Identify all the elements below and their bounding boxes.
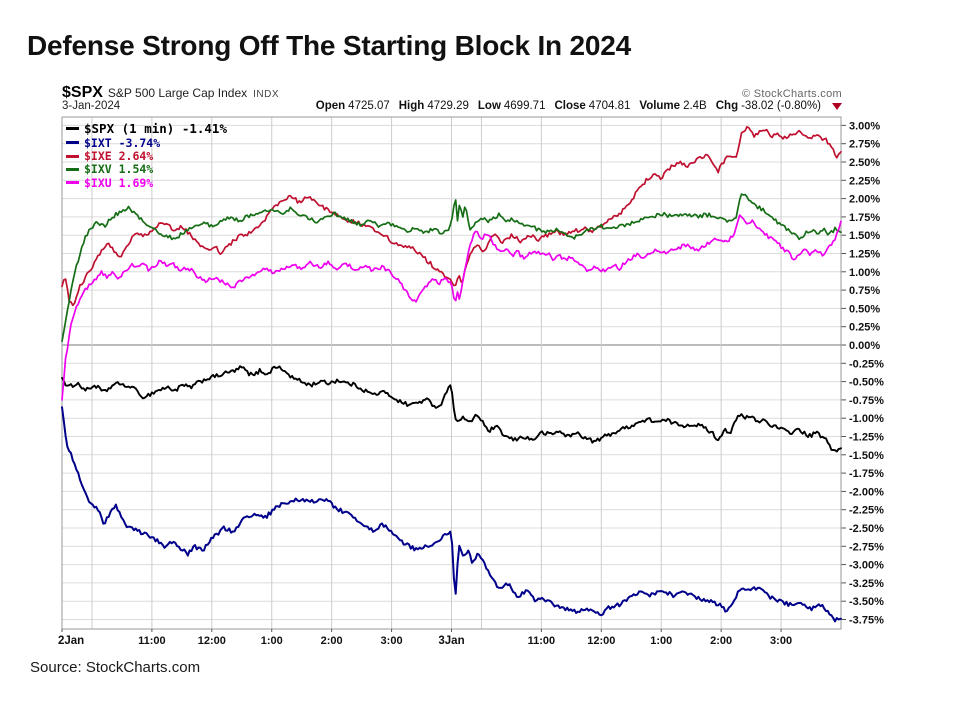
- legend-label-ixt: $IXT -3.74%: [84, 135, 161, 150]
- x-axis-label: 1:00: [261, 635, 283, 647]
- series-line-ixv: [61, 193, 842, 343]
- exchange-label: INDX: [253, 89, 280, 100]
- y-axis-label: -1.50%: [849, 450, 884, 462]
- y-axis-label: 0.75%: [849, 285, 880, 297]
- ixt-line-swatch: [66, 141, 79, 145]
- ohlc-group: Open 4725.07 High 4729.29 Low 4699.71 Close…: [316, 100, 842, 112]
- y-axis-label: 2.75%: [849, 139, 880, 151]
- y-axis-label: -2.00%: [849, 486, 884, 498]
- x-axis-label: 12:00: [587, 635, 615, 647]
- legend-label-ixu: $IXU 1.69%: [84, 175, 154, 190]
- quote-volume: Volume 2.4B: [639, 100, 707, 112]
- y-axis-label: 2.25%: [849, 175, 880, 187]
- y-axis-label: -2.25%: [849, 505, 884, 517]
- y-axis-label: 3.00%: [849, 120, 880, 132]
- y-axis-label: 0.25%: [849, 322, 880, 334]
- ixv-line-swatch: [66, 167, 79, 171]
- y-axis-label: -0.25%: [849, 358, 884, 370]
- quote-high: High 4729.29: [398, 100, 469, 112]
- x-axis-label: 1:00: [650, 635, 672, 647]
- y-axis-label: -0.75%: [849, 395, 884, 407]
- legend-item-spx: $SPX (1 min) -1.41%: [66, 121, 227, 136]
- y-axis-label: 1.75%: [849, 212, 880, 224]
- y-axis-label: -0.50%: [849, 377, 884, 389]
- legend-label-ixv: $IXV 1.54%: [84, 162, 154, 177]
- series-line-ixu: [61, 214, 842, 401]
- y-axis-label: 1.00%: [849, 267, 880, 279]
- ixe-line-swatch: [66, 154, 79, 158]
- y-axis-label: 2.00%: [849, 194, 880, 206]
- y-axis-label: 0.00%: [849, 340, 880, 352]
- y-axis-label: -3.25%: [849, 578, 884, 590]
- quote-open: Open 4725.07: [315, 100, 390, 112]
- legend-item-ixu: $IXU 1.69%: [66, 175, 227, 190]
- quote-low: Low 4699.71: [477, 100, 546, 112]
- quote-close: Close 4704.81: [554, 100, 631, 112]
- source-attribution: Source: StockCharts.com: [30, 659, 201, 676]
- legend-item-ixv: $IXV 1.54%: [66, 162, 227, 177]
- y-axis-label: 0.50%: [849, 303, 880, 315]
- chart-legend: $SPX (1 min) -1.41% $IXT -3.74% $IXE 2.6…: [66, 121, 227, 190]
- x-axis-label: 2:00: [321, 635, 343, 647]
- quote-change: Chg -38.02 (-0.80%): [715, 100, 821, 112]
- y-axis-label: 1.25%: [849, 249, 880, 261]
- legend-item-ixt: $IXT -3.74%: [66, 135, 227, 150]
- spx-line-swatch: [66, 127, 79, 130]
- quote-date: 3-Jan-2024: [62, 100, 121, 112]
- x-axis-label: 3:00: [770, 635, 792, 647]
- legend-label-spx: $SPX (1 min) -1.41%: [84, 121, 227, 136]
- x-axis-label: 3Jan: [438, 635, 464, 647]
- series-line-ixe: [61, 126, 842, 307]
- chart-header: $SPX S&P 500 Large Cap Index INDX © Stoc…: [62, 84, 842, 102]
- quote-row: 3-Jan-2024 Open 4725.07 High 4729.29 Low 46…: [62, 100, 842, 112]
- y-axis-label: -2.50%: [849, 523, 884, 535]
- y-axis-label: -3.75%: [849, 615, 884, 627]
- x-axis-label: 3:00: [381, 635, 403, 647]
- x-axis-label: 11:00: [528, 635, 556, 647]
- page-title: Defense Strong Off The Starting Block In…: [27, 30, 632, 61]
- y-axis-label: -1.75%: [849, 468, 884, 480]
- y-axis-label: 1.50%: [849, 230, 880, 242]
- index-name: S&P 500 Large Cap Index: [107, 86, 248, 100]
- y-axis-label: -1.00%: [849, 413, 884, 425]
- y-axis-label: -2.75%: [849, 541, 884, 553]
- change-down-triangle-icon: [832, 102, 842, 110]
- y-axis-label: -1.25%: [849, 432, 884, 444]
- ticker-symbol: $SPX: [62, 84, 103, 101]
- stockcharts-credit: © StockCharts.com: [741, 88, 842, 100]
- legend-item-ixe: $IXE 2.64%: [66, 149, 227, 164]
- ixu-line-swatch: [66, 181, 79, 185]
- x-axis-label: 11:00: [138, 635, 166, 647]
- x-axis-label: 12:00: [198, 635, 226, 647]
- y-axis-label: 2.50%: [849, 157, 880, 169]
- legend-label-ixe: $IXE 2.64%: [84, 149, 154, 164]
- series-line-ixt: [61, 406, 842, 623]
- y-axis-label: -3.50%: [849, 596, 884, 608]
- y-axis-label: -3.00%: [849, 560, 884, 572]
- x-axis-label: 2Jan: [58, 635, 84, 647]
- x-axis-label: 2:00: [710, 635, 732, 647]
- series-line-spx-1-min: [61, 365, 842, 453]
